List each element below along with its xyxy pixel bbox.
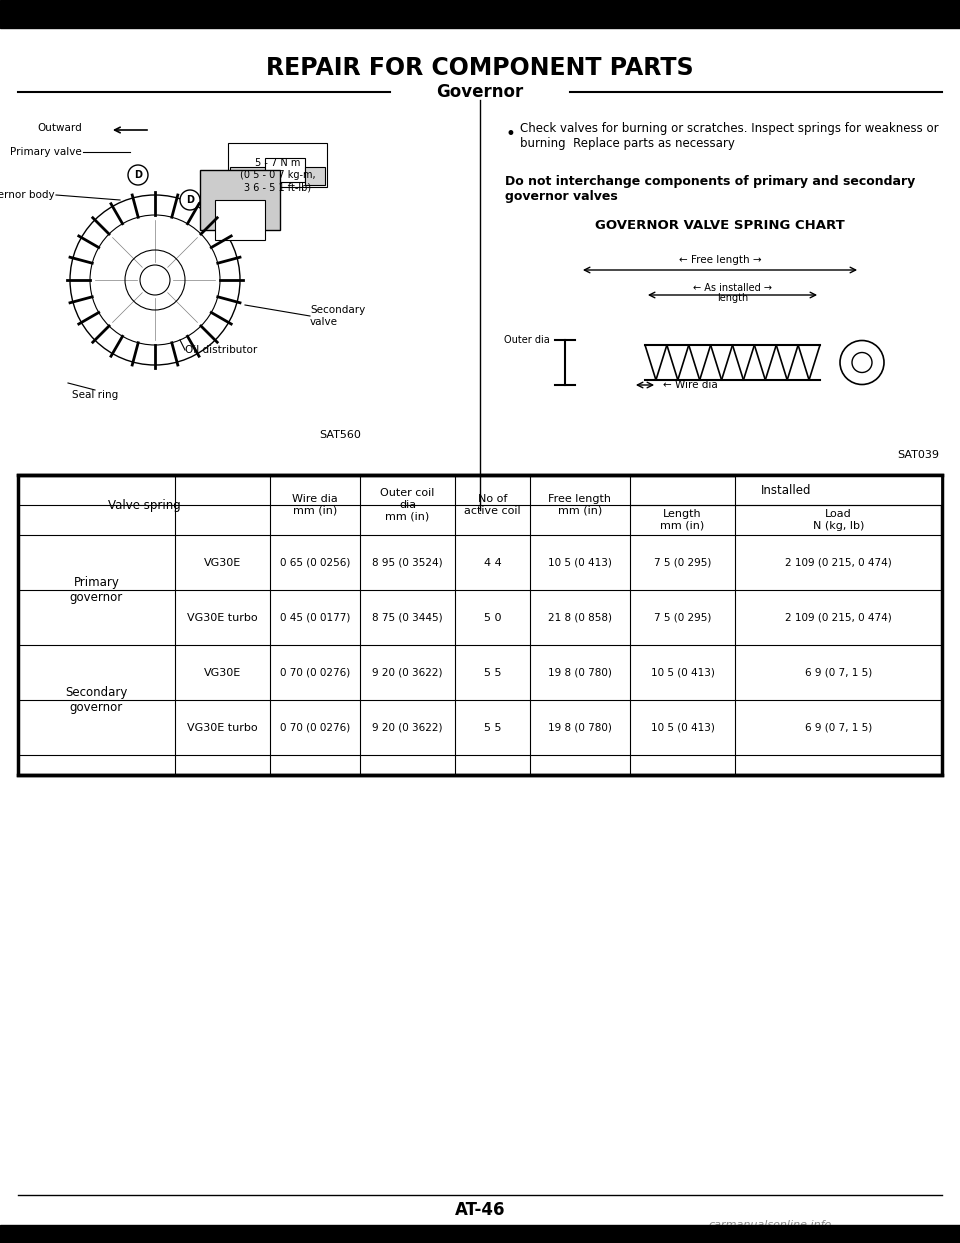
- Text: 19 8 (0 780): 19 8 (0 780): [548, 667, 612, 677]
- Text: carmanualsonline.info: carmanualsonline.info: [708, 1219, 831, 1231]
- Bar: [265, 158, 305, 181]
- Text: 10 5 (0 413): 10 5 (0 413): [651, 722, 714, 732]
- Text: 9 20 (0 3622): 9 20 (0 3622): [372, 667, 443, 677]
- Text: Check valves for burning or scratches. Inspect springs for weakness or burning  : Check valves for burning or scratches. I…: [520, 122, 939, 150]
- Text: SAT560: SAT560: [319, 430, 361, 440]
- Text: 7 5 (0 295): 7 5 (0 295): [654, 613, 711, 623]
- Text: 7 5 (0 295): 7 5 (0 295): [654, 558, 711, 568]
- Text: Secondary
valve: Secondary valve: [310, 306, 365, 327]
- Bar: [0, 1226, 960, 1243]
- Bar: [305, 167, 325, 185]
- Text: VG30E: VG30E: [204, 667, 241, 677]
- Text: VG30E turbo: VG30E turbo: [187, 613, 258, 623]
- Text: 2 109 (0 215, 0 474): 2 109 (0 215, 0 474): [785, 558, 892, 568]
- Text: 0 70 (0 0276): 0 70 (0 0276): [280, 667, 350, 677]
- Text: 2 109 (0 215, 0 474): 2 109 (0 215, 0 474): [785, 613, 892, 623]
- Bar: [230, 167, 265, 185]
- Text: 9 20 (0 3622): 9 20 (0 3622): [372, 722, 443, 732]
- Text: Primary valve: Primary valve: [11, 147, 82, 157]
- Text: 8 95 (0 3524): 8 95 (0 3524): [372, 558, 443, 568]
- Text: No of
active coil: No of active coil: [465, 495, 521, 516]
- Text: ← As installed →: ← As installed →: [693, 283, 772, 293]
- Text: 0 45 (0 0177): 0 45 (0 0177): [279, 613, 350, 623]
- Text: 8 75 (0 3445): 8 75 (0 3445): [372, 613, 443, 623]
- Text: 6 9 (0 7, 1 5): 6 9 (0 7, 1 5): [804, 722, 872, 732]
- Text: Wire dia
mm (in): Wire dia mm (in): [292, 495, 338, 516]
- Text: GOVERNOR VALVE SPRING CHART: GOVERNOR VALVE SPRING CHART: [595, 219, 845, 231]
- Text: Governor: Governor: [437, 83, 523, 101]
- Text: Governor body: Governor body: [0, 190, 55, 200]
- Text: ← Wire dia: ← Wire dia: [663, 380, 718, 390]
- Bar: [18, 475, 942, 774]
- Text: Primary
governor: Primary governor: [70, 576, 123, 604]
- Text: Seal ring: Seal ring: [72, 390, 118, 400]
- Text: Length
mm (in): Length mm (in): [660, 510, 705, 531]
- Text: Free length
mm (in): Free length mm (in): [548, 495, 612, 516]
- Text: Load
N (kg, lb): Load N (kg, lb): [813, 510, 864, 531]
- Text: 19 8 (0 780): 19 8 (0 780): [548, 722, 612, 732]
- Text: Do not interchange components of primary and secondary governor valves: Do not interchange components of primary…: [505, 175, 915, 203]
- Text: Outer dia: Outer dia: [504, 336, 550, 346]
- Text: AT-46: AT-46: [455, 1201, 505, 1219]
- Text: D: D: [134, 170, 142, 180]
- Circle shape: [128, 165, 148, 185]
- Text: 5 5: 5 5: [484, 722, 501, 732]
- Text: 4 4: 4 4: [484, 558, 501, 568]
- Text: D: D: [186, 195, 194, 205]
- Text: 10 5 (0 413): 10 5 (0 413): [651, 667, 714, 677]
- Text: length: length: [717, 293, 748, 303]
- Text: 3 6 - 5 1 ft-lb): 3 6 - 5 1 ft-lb): [245, 181, 312, 191]
- Text: SAT039: SAT039: [897, 450, 939, 460]
- Text: Outward: Outward: [37, 123, 82, 133]
- FancyBboxPatch shape: [228, 143, 327, 186]
- Text: Oil distributor: Oil distributor: [185, 346, 257, 355]
- Text: 10 5 (0 413): 10 5 (0 413): [548, 558, 612, 568]
- Text: VG30E: VG30E: [204, 558, 241, 568]
- Text: 0 70 (0 0276): 0 70 (0 0276): [280, 722, 350, 732]
- Text: 21 8 (0 858): 21 8 (0 858): [548, 613, 612, 623]
- Text: Secondary
governor: Secondary governor: [65, 686, 128, 713]
- Circle shape: [180, 190, 200, 210]
- Bar: [200, 170, 280, 230]
- Text: ← Free length →: ← Free length →: [679, 255, 761, 265]
- Text: 5 5: 5 5: [484, 667, 501, 677]
- Text: VG30E turbo: VG30E turbo: [187, 722, 258, 732]
- Text: •: •: [505, 126, 515, 143]
- Text: 6 9 (0 7, 1 5): 6 9 (0 7, 1 5): [804, 667, 872, 677]
- Text: 0 65 (0 0256): 0 65 (0 0256): [279, 558, 350, 568]
- Bar: [735, 475, 942, 505]
- Text: Valve spring: Valve spring: [108, 498, 180, 512]
- Text: Installed: Installed: [760, 484, 811, 496]
- Text: 5 0: 5 0: [484, 613, 501, 623]
- Text: (0 5 - 0 7 kg-m,: (0 5 - 0 7 kg-m,: [240, 170, 316, 180]
- Text: Outer coil
dia
mm (in): Outer coil dia mm (in): [380, 488, 435, 522]
- Text: 5 - 7 N m: 5 - 7 N m: [255, 158, 300, 168]
- Text: REPAIR FOR COMPONENT PARTS: REPAIR FOR COMPONENT PARTS: [266, 56, 694, 80]
- Bar: [0, 0, 960, 29]
- Circle shape: [140, 265, 170, 295]
- Bar: [215, 200, 265, 240]
